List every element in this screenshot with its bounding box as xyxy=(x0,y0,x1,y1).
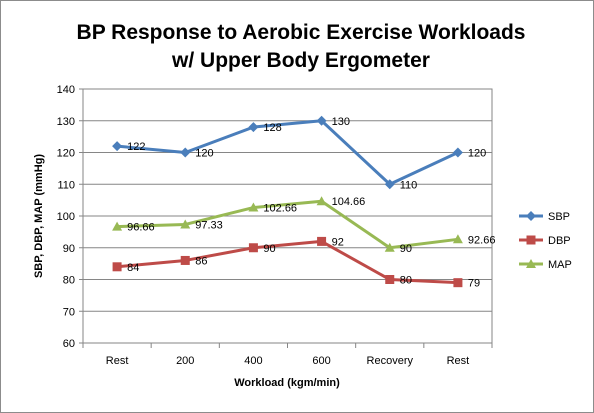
map-data-label-4: 90 xyxy=(400,243,412,255)
sbp-line xyxy=(116,119,459,186)
gridlines xyxy=(83,120,492,312)
legend-dbp-label: DBP xyxy=(548,235,571,247)
dbp-data-label-5: 79 xyxy=(468,278,480,290)
y-tick-label-130: 130 xyxy=(57,116,75,128)
dbp-data-label-2: 90 xyxy=(263,243,275,255)
x-tick-label-4: Recovery xyxy=(367,355,414,367)
map-data-label-0: 96.66 xyxy=(127,222,155,234)
sbp-point-1 xyxy=(180,147,191,158)
dbp-point-0 xyxy=(112,262,122,272)
map-line xyxy=(117,199,459,250)
chart-title-line-1: BP Response to Aerobic Exercise Workload… xyxy=(77,21,526,44)
y-tick-label-100: 100 xyxy=(57,211,75,223)
y-axis-ticks: 60 70 80 90 100 110 120 130 140 xyxy=(57,84,83,350)
data-labels: 122 120 128 130 110 120 84 86 90 92 80 79 96.66 97.33… xyxy=(127,116,495,290)
x-tick-label-1: 200 xyxy=(176,355,194,367)
sbp-data-label-0: 122 xyxy=(127,141,145,153)
dbp-data-label-3: 92 xyxy=(332,236,344,248)
dbp-point-3 xyxy=(317,236,327,246)
sbp-data-label-1: 120 xyxy=(195,148,213,160)
x-tick-label-5: Rest xyxy=(447,355,470,367)
sbp-data-label-2: 128 xyxy=(263,122,281,134)
legend-sbp-label: SBP xyxy=(548,211,570,223)
sbp-point-3 xyxy=(316,115,327,126)
dbp-point-5 xyxy=(453,278,463,288)
legend-sbp-marker xyxy=(526,211,536,221)
y-tick-label-140: 140 xyxy=(57,84,75,96)
sbp-point-0 xyxy=(112,141,123,152)
y-tick-label-110: 110 xyxy=(57,179,75,191)
y-tick-label-70: 70 xyxy=(63,306,75,318)
map-point-2 xyxy=(248,202,259,212)
x-tick-label-0: Rest xyxy=(106,355,129,367)
legend-dbp-marker xyxy=(526,235,536,245)
series-group xyxy=(112,115,463,288)
sbp-data-label-4: 110 xyxy=(400,179,418,191)
sbp-point-5 xyxy=(452,147,463,158)
x-axis-ticks: Rest 200 400 600 Recovery Rest xyxy=(82,343,493,367)
x-tick-label-3: 600 xyxy=(312,355,330,367)
map-data-label-5: 92.66 xyxy=(468,234,496,246)
dbp-point-2 xyxy=(248,243,258,253)
map-point-4 xyxy=(384,242,395,252)
map-point-3 xyxy=(316,196,327,206)
map-point-0 xyxy=(112,221,123,231)
x-tick-label-2: 400 xyxy=(244,355,262,367)
y-tick-label-80: 80 xyxy=(63,275,75,287)
sbp-data-label-5: 120 xyxy=(468,148,486,160)
y-tick-label-90: 90 xyxy=(63,243,75,255)
map-point-1 xyxy=(180,219,191,229)
x-axis-label: Workload (kgm/min) xyxy=(234,377,340,389)
legend-map-marker xyxy=(526,259,536,268)
sbp-point-4 xyxy=(384,179,395,190)
dbp-point-1 xyxy=(180,255,190,265)
dbp-line xyxy=(116,239,458,285)
map-data-label-3: 104.66 xyxy=(332,196,366,208)
map-point-5 xyxy=(452,234,463,244)
sbp-data-label-3: 130 xyxy=(332,116,350,128)
y-tick-label-60: 60 xyxy=(63,338,75,350)
dbp-data-label-0: 84 xyxy=(127,262,139,274)
legend-map-label: MAP xyxy=(548,259,572,271)
y-axis-label: SBP, DBP, MAP (mmHg) xyxy=(33,154,45,278)
y-tick-label-120: 120 xyxy=(57,148,75,160)
map-data-label-1: 97.33 xyxy=(195,219,223,231)
sbp-point-2 xyxy=(248,122,259,133)
dbp-data-label-1: 86 xyxy=(195,255,207,267)
dbp-data-label-4: 80 xyxy=(400,275,412,287)
dbp-point-4 xyxy=(385,275,395,284)
map-data-label-2: 102.66 xyxy=(263,203,297,215)
chart-title-line-2: w/ Upper Body Ergometer xyxy=(171,49,430,72)
legend: SBP DBP MAP xyxy=(519,211,572,271)
